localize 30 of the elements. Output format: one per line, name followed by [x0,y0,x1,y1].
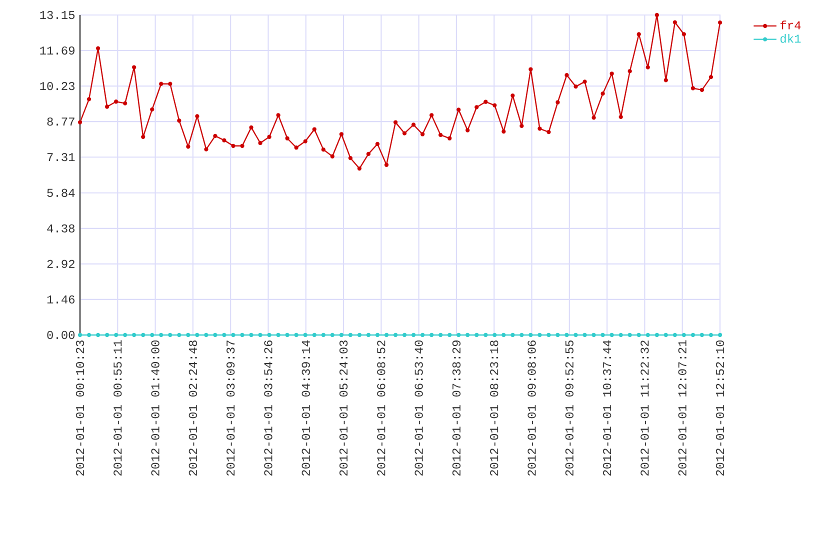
x-tick-label: 2012-01-01 07:38:29 [452,340,461,476]
y-tick-label: 10.23 [40,82,75,90]
x-tick-label: 2012-01-01 03:09:37 [226,340,235,476]
x-tick-label: 2012-01-01 12:52:10 [716,340,724,476]
x-tick-label: 2012-01-01 11:22:32 [640,340,649,476]
legend-label: dk1 [780,34,801,43]
y-tick-label: 5.84 [47,188,75,197]
x-tick-label: 2012-01-01 00:10:23 [76,340,84,476]
x-tick-label: 2012-01-01 06:08:52 [377,340,386,476]
legend-label: fr4 [780,20,801,30]
y-tick-label: 2.92 [47,260,74,268]
x-tick-label: 2012-01-01 01:40:00 [151,340,160,476]
y-tick-label: 11.69 [40,46,74,55]
x-tick-label: 2012-01-01 02:24:48 [188,340,198,476]
x-tick-label: 2012-01-01 09:52:55 [565,340,574,476]
y-tick-label: 7.31 [47,153,75,162]
x-tick-label: 2012-01-01 05:24:03 [339,340,348,476]
x-tick-label: 2012-01-01 00:55:11 [114,340,122,476]
x-tick-label: 2012-01-01 09:08:06 [528,340,536,476]
x-tick-label: 2012-01-01 08:23:18 [490,340,498,476]
y-tick-label: 4.38 [47,224,75,232]
x-tick-label: 2012-01-01 10:37:44 [602,340,612,476]
y-tick-label: 13.15 [40,10,75,20]
x-tick-label: 2012-01-01 04:39:14 [302,340,310,476]
x-tick-label: 2012-01-01 12:07:21 [678,340,686,476]
y-tick-label: 0.00 [47,330,75,340]
y-tick-label: 1.46 [47,295,75,304]
y-tick-label: 8.77 [47,118,74,126]
x-tick-label: 2012-01-01 06:53:40 [414,340,423,476]
x-tick-label: 2012-01-01 03:54:26 [264,340,272,476]
